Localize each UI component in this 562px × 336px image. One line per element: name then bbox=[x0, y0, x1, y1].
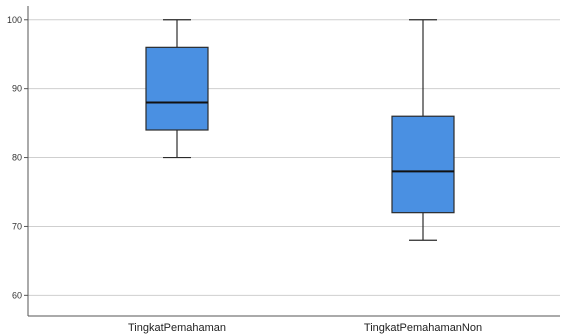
x-category-labels: TingkatPemahaman TingkatPemahamanNon bbox=[128, 322, 482, 334]
grid-lines bbox=[28, 19, 560, 296]
box-0 bbox=[145, 19, 209, 159]
axes bbox=[24, 6, 560, 317]
box-1 bbox=[391, 19, 455, 241]
y-tick-label-70: 70 bbox=[12, 221, 22, 231]
iqr-box bbox=[391, 115, 455, 214]
y-tick-label-100: 100 bbox=[7, 15, 22, 25]
y-tick-label-80: 80 bbox=[12, 153, 22, 163]
x-category-label-1: TingkatPemahamanNon bbox=[364, 322, 482, 334]
y-tick-labels: 60 70 80 90 100 bbox=[7, 15, 22, 301]
x-category-label-0: TingkatPemahaman bbox=[128, 322, 226, 334]
y-tick-label-90: 90 bbox=[12, 84, 22, 94]
boxes bbox=[145, 19, 455, 241]
iqr-box bbox=[145, 46, 209, 131]
y-tick-label-60: 60 bbox=[12, 290, 22, 300]
